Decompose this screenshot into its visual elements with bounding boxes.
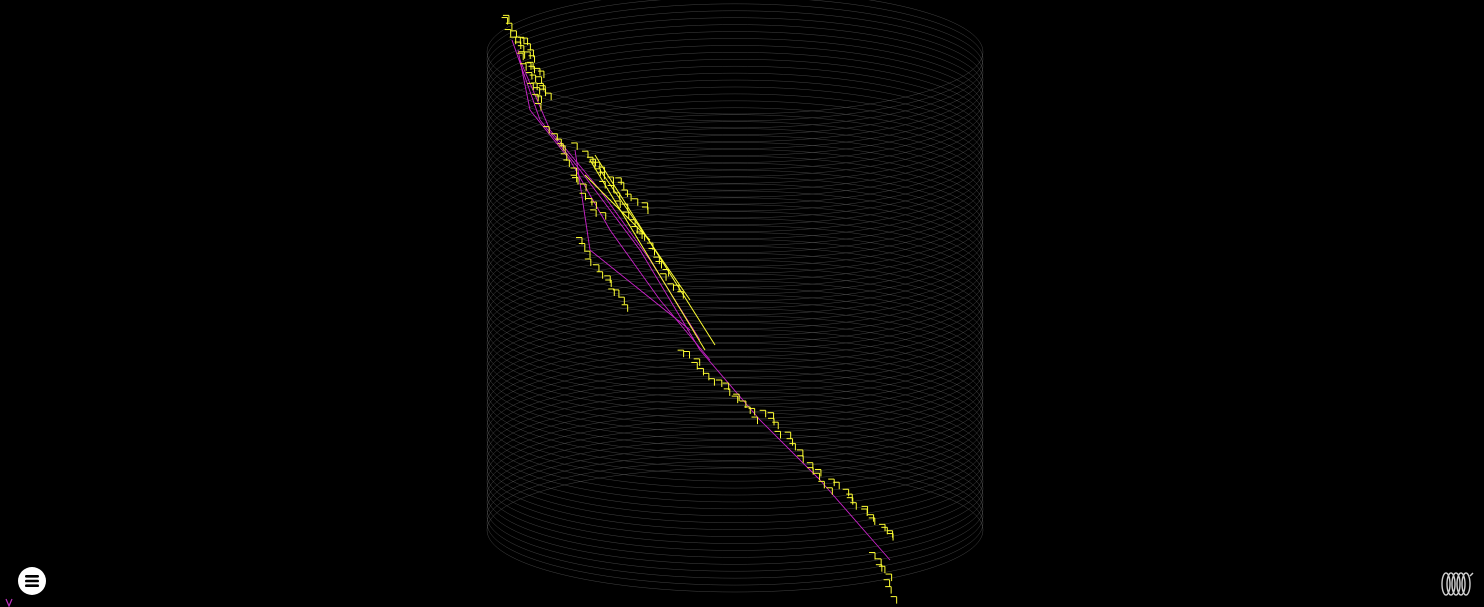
- detector-ring: [487, 288, 983, 412]
- detector-ring: [487, 357, 983, 481]
- detector-ring: [487, 212, 983, 336]
- detector-ring: [487, 94, 983, 218]
- track-segment: [575, 150, 590, 250]
- detector-ring: [487, 32, 983, 156]
- detector-ring: [487, 371, 983, 495]
- detector-ring: [487, 454, 983, 578]
- detector-ring: [487, 447, 983, 571]
- detector-ring: [487, 177, 983, 301]
- detector-ring: [487, 336, 983, 460]
- detector-ring: [487, 267, 983, 391]
- detector-ring: [487, 302, 983, 426]
- detector-ring: [487, 316, 983, 440]
- detector-ring: [487, 149, 983, 273]
- detector-ring: [487, 309, 983, 433]
- detector-ring: [487, 420, 983, 544]
- detector-ring: [487, 260, 983, 384]
- detector-ring: [487, 323, 983, 447]
- detector-ring: [487, 108, 983, 232]
- detector-ring: [487, 295, 983, 419]
- detector-ring: [487, 406, 983, 530]
- detector-ring: [487, 385, 983, 509]
- detector-ring: [487, 253, 983, 377]
- detector-ring: [487, 426, 983, 550]
- menu-button[interactable]: [18, 567, 46, 595]
- detector-ring: [487, 25, 983, 149]
- hit-line: [585, 175, 650, 240]
- detector-ring: [487, 191, 983, 315]
- coil-logo-icon[interactable]: [1440, 570, 1474, 598]
- detector-ring: [487, 45, 983, 169]
- detector-ring: [487, 274, 983, 398]
- detector-ring: [487, 433, 983, 557]
- detector-ring: [487, 170, 983, 294]
- detector-ring: [487, 350, 983, 474]
- detector-ring: [487, 468, 983, 592]
- detector-ring: [487, 205, 983, 329]
- detector-ring: [487, 440, 983, 564]
- detector-ring: [487, 343, 983, 467]
- detector-ring: [487, 364, 983, 488]
- detector-ring: [487, 219, 983, 343]
- detector-ring: [487, 461, 983, 585]
- detector-ring: [487, 18, 983, 142]
- detector-ring: [487, 0, 983, 121]
- axes-gizmo-icon: [4, 598, 14, 607]
- detector-ring: [487, 142, 983, 266]
- menu-icon: [22, 571, 42, 591]
- detector-ring: [487, 4, 983, 128]
- detector-ring: [487, 281, 983, 405]
- detector-ring: [487, 156, 983, 280]
- detector-ring: [487, 239, 983, 363]
- detector-ring: [487, 52, 983, 176]
- detector-ring: [487, 101, 983, 225]
- detector-ring: [487, 246, 983, 370]
- detector-ring: [487, 66, 983, 190]
- detector-ring: [487, 184, 983, 308]
- detector-ring: [487, 232, 983, 356]
- detector-ring: [487, 59, 983, 183]
- track-segment: [820, 480, 890, 560]
- detector-ring: [487, 399, 983, 523]
- detector-ring: [487, 73, 983, 197]
- detector-cylinder: [487, 0, 983, 592]
- detector-ring: [487, 198, 983, 322]
- detector-ring: [487, 392, 983, 516]
- detector-ring: [487, 0, 983, 114]
- detector-ring: [487, 226, 983, 350]
- detector-ring: [487, 413, 983, 537]
- track-segment: [540, 120, 580, 170]
- detector-ring: [487, 11, 983, 135]
- detector-ring: [487, 163, 983, 287]
- detector-ring: [487, 115, 983, 239]
